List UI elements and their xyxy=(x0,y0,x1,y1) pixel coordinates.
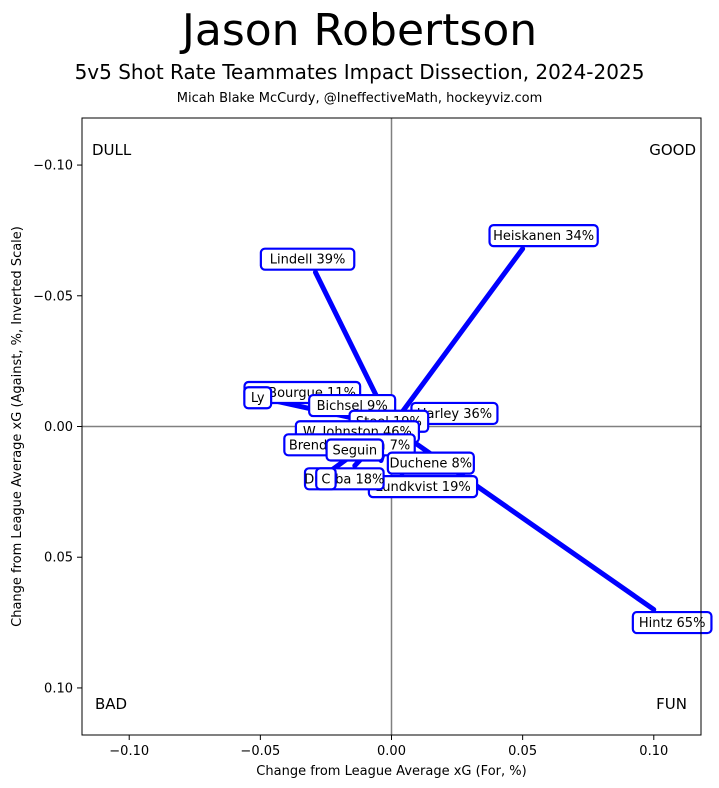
x-tick-label: 0.10 xyxy=(639,744,668,759)
teammate-vector xyxy=(389,246,526,429)
teammate-label: Duchene 8% xyxy=(390,457,473,472)
quadrant-label-bottom-left: BAD xyxy=(95,695,127,713)
x-tick-label: −0.10 xyxy=(109,744,149,759)
teammate-label: Lundkvist 19% xyxy=(375,480,470,495)
y-tick-label: −0.10 xyxy=(33,159,73,174)
y-tick-label: 0.10 xyxy=(44,681,73,696)
x-tick-label: 0.00 xyxy=(377,744,406,759)
quadrant-label-top-right: GOOD xyxy=(649,141,696,159)
x-axis-label: Change from League Average xG (For, %) xyxy=(256,764,526,779)
chart-title: Jason Robertson xyxy=(181,5,538,56)
teammate-label: C xyxy=(321,472,330,487)
y-tick-label: 0.00 xyxy=(44,420,73,435)
y-tick-label: 0.05 xyxy=(44,551,73,566)
teammate-label-box xyxy=(386,451,475,475)
teammate-label: Harley 36% xyxy=(417,407,492,422)
teammate-label-box xyxy=(488,224,599,248)
chart-subtitle: 5v5 Shot Rate Teammates Impact Dissectio… xyxy=(74,60,645,84)
teammate-label-box xyxy=(243,386,273,410)
chart-credit: Micah Blake McCurdy, @IneffectiveMath, h… xyxy=(176,91,543,106)
teammate-label-box xyxy=(315,467,337,491)
y-tick-label: −0.05 xyxy=(33,289,73,304)
teammate-label: Heiskanen 34% xyxy=(493,229,594,244)
teammate-label: Seguin xyxy=(332,444,377,459)
teammate-label-box xyxy=(259,247,356,271)
teammate-label-box xyxy=(631,610,713,635)
teammate-label: Ly xyxy=(251,391,265,406)
x-tick-label: 0.05 xyxy=(508,744,537,759)
quadrant-label-bottom-right: FUN xyxy=(656,695,687,713)
teammate-label: Lindell 39% xyxy=(270,253,346,268)
quadrant-label-top-left: DULL xyxy=(92,141,132,159)
teammate-label: Hintz 65% xyxy=(639,616,706,631)
teammate-label-box xyxy=(325,438,385,462)
x-tick-label: −0.05 xyxy=(240,744,280,759)
y-axis-label: Change from League Average xG (Against, … xyxy=(10,226,25,627)
